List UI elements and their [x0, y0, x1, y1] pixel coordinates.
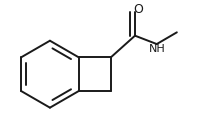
Text: O: O	[133, 3, 143, 16]
Text: NH: NH	[149, 44, 166, 54]
